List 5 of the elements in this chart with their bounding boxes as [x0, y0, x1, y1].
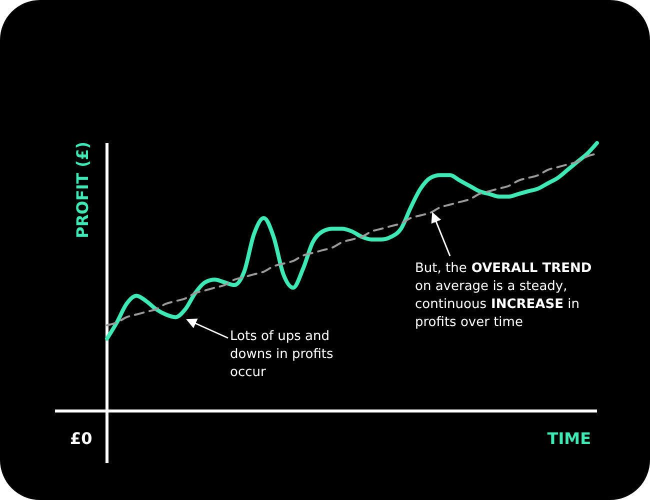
y-axis-title: PROFIT (£) — [73, 142, 92, 238]
text: £0 — [70, 429, 92, 448]
text: Lots of ups and downs in profits occur — [230, 329, 334, 380]
text: But, the OVERALL TREND on average is a steady, continuous INCREASE in profits over time — [415, 261, 592, 330]
x-axis-title: TIME — [547, 429, 591, 448]
